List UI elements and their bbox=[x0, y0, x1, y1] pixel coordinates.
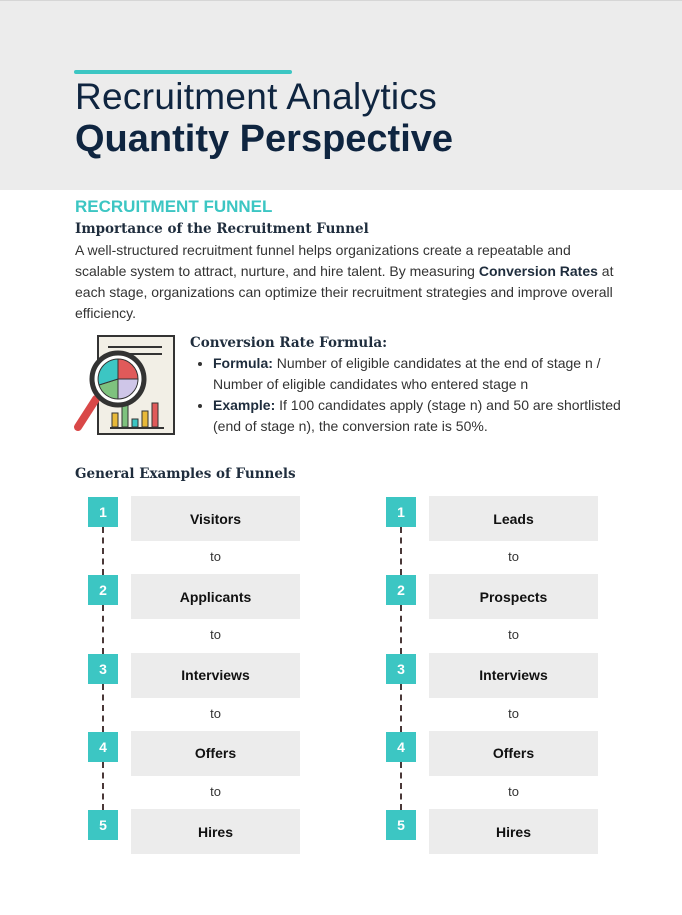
connector-line bbox=[102, 761, 104, 811]
step-label: Interviews bbox=[429, 652, 598, 698]
step-number: 2 bbox=[386, 575, 416, 606]
bullet-text: If 100 candidates apply (stage n) and 50… bbox=[213, 397, 621, 434]
step-label: Leads bbox=[429, 496, 598, 541]
step-label: Offers bbox=[131, 730, 300, 776]
header-band bbox=[0, 0, 682, 190]
bullet-text: Number of eligible candidates at the end… bbox=[213, 355, 601, 392]
paragraph: A well-structured recruitment funnel hel… bbox=[75, 240, 623, 324]
step-label: Offers bbox=[429, 730, 598, 776]
connector-line bbox=[400, 605, 402, 654]
connector-text: to bbox=[508, 783, 519, 799]
connector-line bbox=[102, 605, 104, 654]
bullet-label: Example: bbox=[213, 397, 276, 413]
connector-text: to bbox=[210, 783, 221, 799]
bullet: Example: If 100 candidates apply (stage … bbox=[213, 395, 643, 437]
connector-text: to bbox=[210, 549, 221, 564]
connector-text: to bbox=[508, 627, 519, 643]
step-number: 4 bbox=[386, 731, 416, 762]
step-label: Applicants bbox=[131, 574, 300, 620]
formula-heading: Conversion Rate Formula: bbox=[190, 335, 388, 351]
bullet-label: Formula: bbox=[213, 355, 273, 371]
step-number: 5 bbox=[386, 810, 416, 841]
connector-line bbox=[400, 761, 402, 811]
text: at each stage, organizations can optimiz… bbox=[75, 263, 614, 321]
subheading: Importance of the Recruitment Funnel bbox=[75, 221, 369, 237]
step-label: Hires bbox=[429, 809, 598, 855]
formula-list: Formula: Number of eligible candidates a… bbox=[190, 353, 643, 437]
analytics-icon bbox=[74, 335, 175, 435]
text: A well-structured recruitment funnel hel… bbox=[75, 242, 571, 279]
title-line: Quantity Perspective bbox=[75, 118, 454, 160]
step-number: 5 bbox=[88, 810, 118, 841]
connector-line bbox=[102, 527, 104, 576]
step-label: Interviews bbox=[131, 652, 300, 698]
bold-text: Conversion Rates bbox=[478, 263, 598, 279]
connector-line bbox=[102, 683, 104, 732]
examples-heading: General Examples of Funnels bbox=[75, 466, 296, 482]
step-label: Visitors bbox=[131, 496, 300, 541]
accent-bar bbox=[74, 70, 292, 74]
connector-line bbox=[400, 527, 402, 576]
step-number: 1 bbox=[88, 497, 118, 527]
step-number: 2 bbox=[88, 575, 118, 606]
bullet: Formula: Number of eligible candidates a… bbox=[213, 353, 643, 395]
section-heading: RECRUITMENT FUNNEL bbox=[75, 197, 273, 216]
step-number: 3 bbox=[88, 653, 118, 684]
title-line: Recruitment Analytics bbox=[75, 76, 438, 117]
step-number: 4 bbox=[88, 731, 118, 762]
connector-text: to bbox=[210, 627, 221, 643]
step-number: 3 bbox=[386, 653, 416, 684]
connector-text: to bbox=[508, 705, 519, 721]
step-label: Prospects bbox=[429, 574, 598, 620]
connector-text: to bbox=[210, 705, 221, 721]
connector-text: to bbox=[508, 549, 519, 564]
connector-line bbox=[400, 683, 402, 732]
step-label: Hires bbox=[131, 809, 300, 855]
step-number: 1 bbox=[386, 497, 416, 527]
